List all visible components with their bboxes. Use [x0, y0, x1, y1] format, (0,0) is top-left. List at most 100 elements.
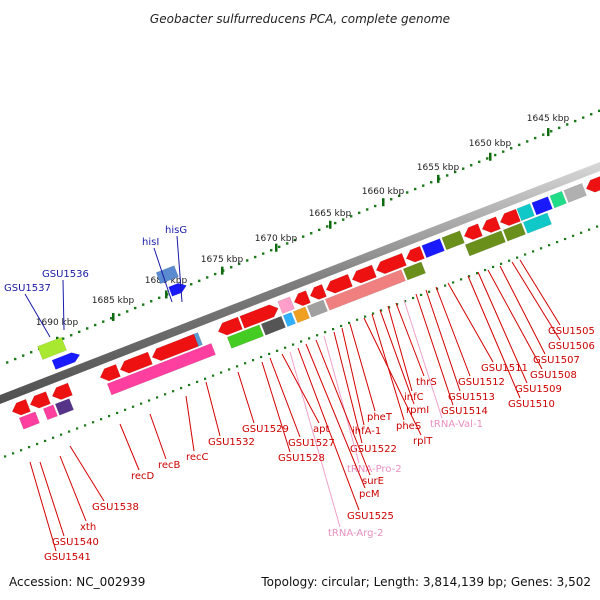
gene-label[interactable]: GSU1528 [278, 453, 325, 464]
gene-label[interactable]: GSU1537 [4, 283, 51, 294]
gene-upper-2[interactable] [499, 208, 521, 226]
gene-upper-6[interactable] [375, 252, 407, 275]
gene-upper-8[interactable] [325, 273, 353, 294]
gene-upper-pink[interactable] [277, 296, 295, 314]
gene-salmon-long[interactable] [324, 269, 406, 311]
gene-blue-1[interactable] [421, 238, 445, 259]
gene-label[interactable]: hisG [165, 225, 187, 236]
gene-olive-1[interactable] [441, 230, 465, 251]
ruler-dot [366, 208, 369, 211]
gene-label[interactable]: xth [80, 522, 96, 533]
gene-label[interactable]: GSU1525 [347, 511, 394, 522]
gene-label[interactable]: recD [131, 471, 155, 482]
gene-label[interactable]: ihfA-1 [352, 426, 381, 437]
gene-label[interactable]: GSU1532 [208, 437, 255, 448]
gene-label[interactable]: GSU1507 [533, 355, 580, 366]
ruler-dot [30, 351, 33, 354]
ruler-dot [550, 130, 553, 133]
gene-label[interactable]: GSU1536 [42, 269, 89, 280]
gene-darkgrey[interactable] [260, 315, 286, 336]
inner-ruler-dot [76, 427, 79, 430]
gene-magenta-long[interactable] [106, 343, 216, 396]
gene-label[interactable]: GSU1522 [350, 444, 397, 455]
gene-olive-3[interactable] [464, 230, 506, 257]
gene-label[interactable]: pcM [359, 489, 379, 500]
gene-label[interactable]: recB [158, 460, 181, 471]
gene-lower-cyan[interactable] [522, 212, 552, 234]
gene-upper-4[interactable] [463, 223, 483, 240]
gene-upper-9[interactable] [309, 284, 327, 300]
gene-recD-top[interactable] [99, 364, 121, 382]
gene-green-1[interactable] [226, 324, 264, 349]
gene-upper-grey[interactable] [563, 183, 587, 203]
gene-label[interactable]: GSU1540 [52, 537, 99, 548]
gene-upper-3[interactable] [481, 216, 501, 233]
gene-label[interactable]: tRNA-Pro-2 [347, 464, 402, 475]
gene-label[interactable]: pheT [367, 412, 393, 423]
gene-label[interactable]: GSU1506 [548, 341, 595, 352]
gene-label[interactable]: tRNA-Arg-2 [328, 528, 383, 539]
gene-hisG-box[interactable] [155, 265, 179, 285]
gene-purple[interactable] [54, 398, 74, 416]
gene-label[interactable]: infC [404, 392, 424, 403]
gene-label[interactable]: GSU1508 [530, 370, 577, 381]
gene-label[interactable]: GSU1510 [508, 399, 555, 410]
inner-ruler-dot [460, 278, 463, 281]
gene-label[interactable]: GSU1529 [242, 424, 289, 435]
ruler-tick [275, 243, 278, 252]
gene-label[interactable]: pheS [396, 421, 421, 432]
gene-label[interactable]: hisI [142, 237, 159, 248]
gene-upper-1[interactable] [585, 176, 600, 193]
inner-ruler-dot [364, 315, 367, 318]
gene-label[interactable]: rplT [413, 436, 433, 447]
gene-upper-teal[interactable] [549, 190, 567, 209]
gene-orange[interactable] [292, 306, 310, 324]
gene-magenta-small[interactable] [42, 404, 58, 421]
gene-blue-arrow[interactable] [51, 352, 81, 370]
gene-label[interactable]: GSU1509 [515, 384, 562, 395]
gene-lightblue[interactable] [282, 312, 296, 327]
inner-ruler-dot [52, 436, 55, 439]
gene-label[interactable]: rpmI [406, 405, 429, 416]
gene-label[interactable]: surE [362, 476, 384, 487]
gene-label[interactable]: GSU1513 [448, 392, 495, 403]
gene-label[interactable]: GSU1505 [548, 326, 595, 337]
gene-lower-b[interactable] [29, 391, 51, 409]
gene-upper-cyan[interactable] [516, 203, 535, 222]
gene-magenta-small-2[interactable] [18, 411, 40, 430]
gene-recB-top[interactable] [119, 351, 153, 374]
gene-label[interactable]: GSU1514 [441, 406, 488, 417]
gene-label[interactable]: GSU1538 [92, 502, 139, 513]
gene-lower-a[interactable] [51, 382, 73, 400]
gene-grey-2[interactable] [306, 299, 328, 318]
ruler-dot [118, 313, 121, 317]
gene-label[interactable]: GSU1541 [44, 552, 91, 563]
label-leader [237, 371, 255, 424]
gene-blue-arrow-2[interactable] [168, 283, 187, 297]
gene-label[interactable]: recC [186, 452, 209, 463]
gene-upper-5[interactable] [405, 245, 425, 263]
gene-label[interactable]: tRNA-Val-1 [430, 419, 483, 430]
gene-label[interactable]: GSU1527 [288, 438, 335, 449]
ruler-dot [86, 327, 89, 330]
gene-olive-4[interactable] [402, 261, 426, 281]
gene-upper-10[interactable] [293, 290, 311, 306]
gene-label[interactable]: apt [313, 424, 329, 435]
gene-yellowgreen[interactable] [37, 336, 67, 360]
ruler-dot [230, 266, 233, 269]
gene-recC-top[interactable] [151, 333, 199, 362]
gene-label[interactable]: GSU1511 [481, 363, 528, 374]
label-leader [447, 282, 494, 363]
gene-upper-7[interactable] [351, 264, 377, 284]
ruler-tick [112, 312, 115, 321]
gene-label[interactable]: thrS [416, 377, 437, 388]
inner-ruler-dot [572, 234, 575, 237]
gene-upper-11[interactable] [239, 304, 279, 329]
gene-upper-blue[interactable] [531, 196, 553, 216]
label-leader [281, 353, 320, 424]
ruler-dot [486, 157, 489, 160]
gene-label[interactable]: GSU1512 [458, 377, 505, 388]
gene-upper-12[interactable] [217, 316, 243, 336]
gene-lower-c[interactable] [11, 398, 31, 416]
gene-olive-2[interactable] [502, 222, 526, 242]
